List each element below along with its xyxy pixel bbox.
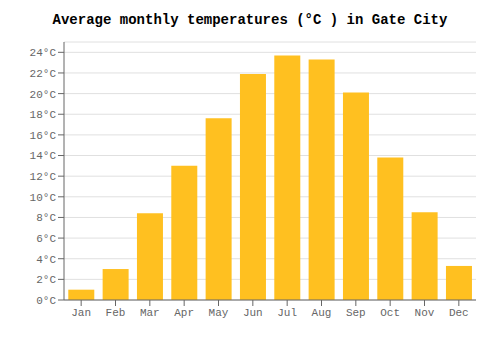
svg-text:May: May	[209, 307, 229, 319]
svg-text:0°C: 0°C	[36, 295, 56, 307]
svg-text:Oct: Oct	[380, 307, 400, 319]
svg-text:24°C: 24°C	[30, 47, 57, 59]
svg-text:22°C: 22°C	[30, 68, 57, 80]
svg-text:Jun: Jun	[243, 307, 263, 319]
svg-text:12°C: 12°C	[30, 171, 57, 183]
svg-text:14°C: 14°C	[30, 150, 57, 162]
svg-text:Jul: Jul	[277, 307, 297, 319]
svg-text:Jan: Jan	[71, 307, 91, 319]
svg-text:Sep: Sep	[346, 307, 366, 319]
svg-text:Apr: Apr	[174, 307, 194, 319]
svg-text:Aug: Aug	[312, 307, 332, 319]
html-text:Average monthly temperatures (: Average monthly temperatures (°C ) in Ga…	[52, 12, 448, 28]
svg-text:Mar: Mar	[140, 307, 160, 319]
svg-text:Feb: Feb	[106, 307, 126, 319]
svg-text:2°C: 2°C	[36, 274, 56, 286]
svg-text:18°C: 18°C	[30, 109, 57, 121]
svg-text:10°C: 10°C	[30, 192, 57, 204]
svg-text:8°C: 8°C	[36, 212, 56, 224]
svg-text:4°C: 4°C	[36, 254, 56, 266]
svg-text:Nov: Nov	[415, 307, 435, 319]
svg-text:20°C: 20°C	[30, 89, 57, 101]
svg-text:6°C: 6°C	[36, 233, 56, 245]
svg-text:Dec: Dec	[449, 307, 469, 319]
svg-text:16°C: 16°C	[30, 130, 57, 142]
